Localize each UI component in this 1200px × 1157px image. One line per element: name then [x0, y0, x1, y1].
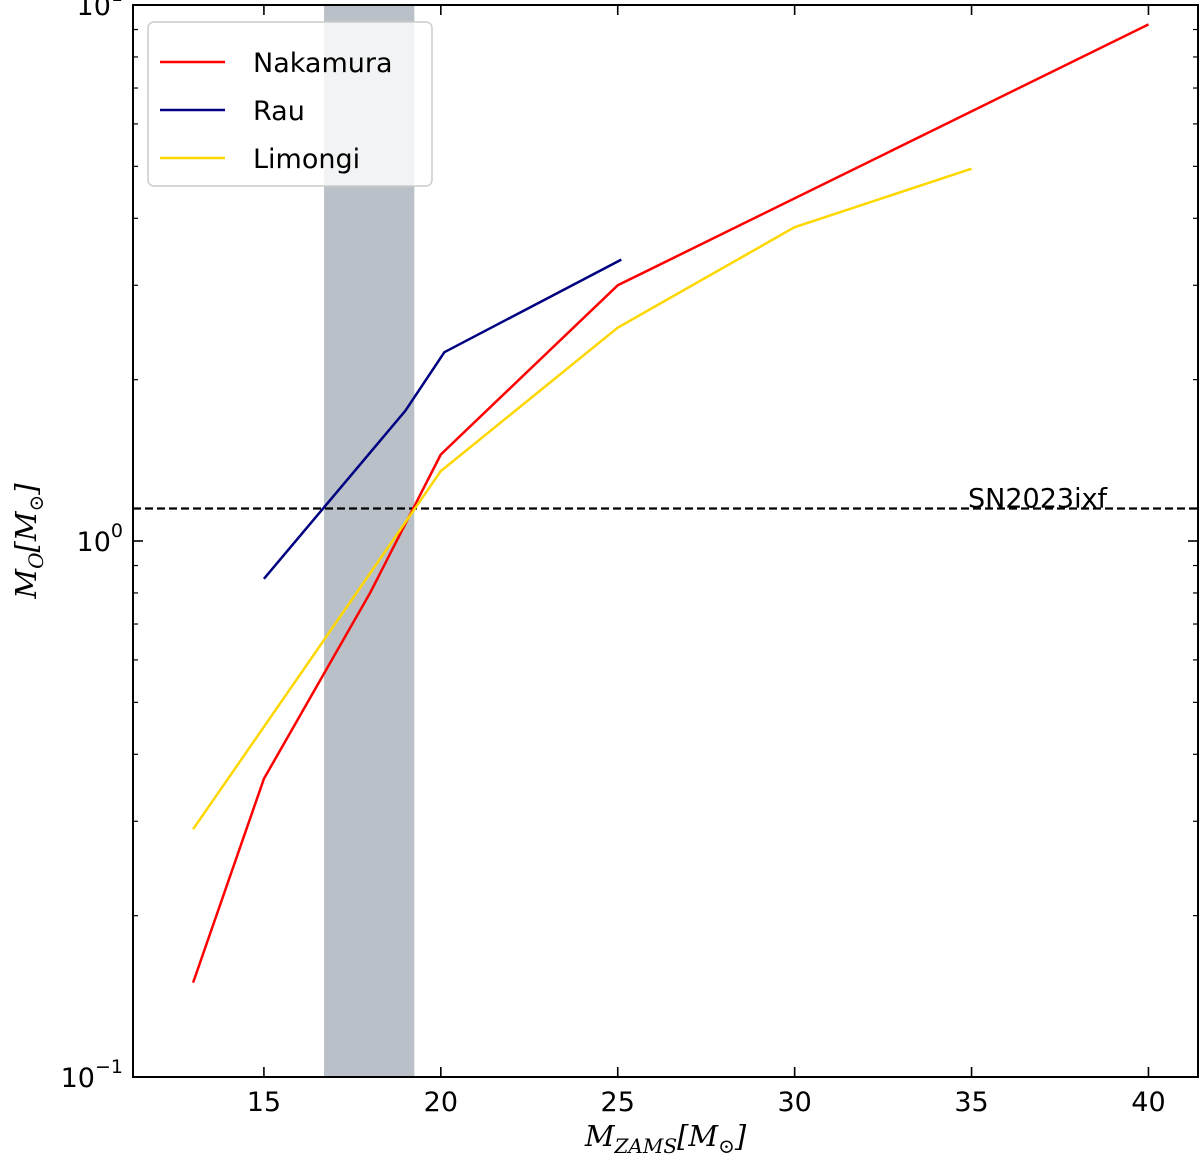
legend-label-rau: Rau — [253, 96, 305, 127]
plot-frame — [132, 4, 1199, 1078]
reference-line-label: SN2023ixf — [968, 483, 1109, 514]
x-tick-label: 15 — [247, 1087, 281, 1118]
x-tick-label: 25 — [601, 1087, 635, 1118]
legend-label-limongi: Limongi — [253, 144, 360, 175]
x-tick-label: 40 — [1131, 1087, 1165, 1118]
y-tick-label: 101 — [77, 0, 123, 22]
axis-labels-layer: MZAMS[M⊙] MO[M⊙] — [9, 483, 747, 1157]
legend: Nakamura Rau Limongi — [147, 21, 433, 187]
series-line-rau — [262, 258, 622, 580]
y-axis-label: MO[M⊙] — [9, 483, 48, 600]
x-tick-label: 20 — [424, 1087, 458, 1118]
x-tick-label: 30 — [777, 1087, 811, 1118]
y-tick-label: 10−1 — [61, 1056, 123, 1094]
ticks-layer: 15 20 25 30 35 40 10−1 100 101 — [61, 0, 1198, 1118]
y-tick-label: 100 — [77, 520, 123, 558]
legend-label-nakamura: Nakamura — [253, 48, 393, 79]
series-line-limongi — [192, 167, 972, 830]
x-tick-label: 35 — [954, 1087, 988, 1118]
x-axis-label: MZAMS[M⊙] — [584, 1119, 747, 1157]
reference-line-layer: SN2023ixf — [133, 483, 1198, 514]
series-layer — [191, 23, 1150, 984]
